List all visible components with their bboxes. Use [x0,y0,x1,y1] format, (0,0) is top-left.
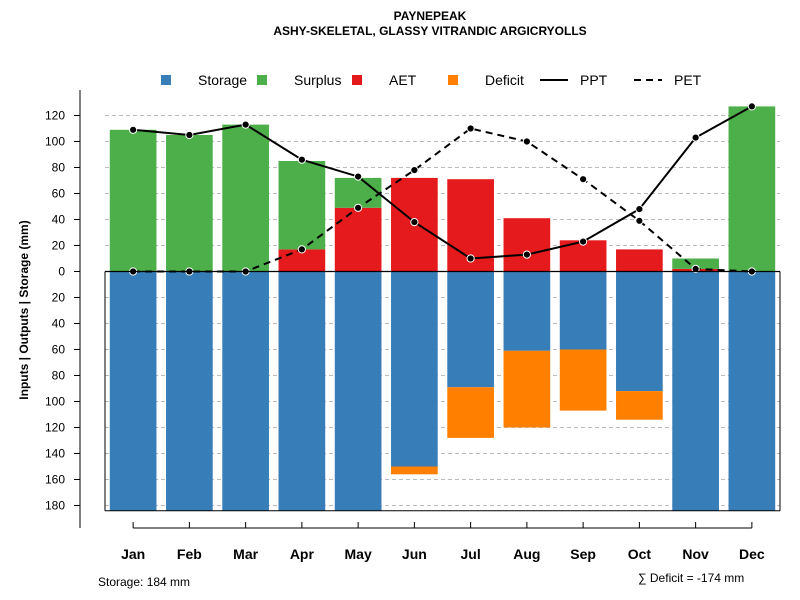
y-tick-label: 20 [52,291,66,305]
storage-bar [559,271,607,350]
ppt-point [185,130,194,140]
x-tick-label: May [345,546,372,562]
surplus-bar [109,129,157,272]
y-tick-label: 140 [45,447,65,461]
surplus-bar [278,161,326,250]
ppt-point [691,133,700,142]
legend: Storage Surplus AET Deficit PPT PET [161,72,702,88]
y-tick-label: 100 [45,135,65,149]
aet-bar [616,249,663,272]
y-tick-label: 60 [52,187,66,201]
y-tick-label: 80 [52,369,66,383]
storage-bar [447,271,494,388]
deficit-bar [503,350,551,428]
y-tick-label: 40 [52,213,66,227]
pet-point [354,203,363,212]
x-tick-label: Feb [177,546,202,562]
x-tick-label: Dec [739,546,765,562]
y-tick-label: 120 [45,421,65,435]
x-tick-label: Mar [233,546,258,562]
legend-swatch [448,75,458,85]
surplus-bar [672,258,719,269]
legend-swatch [352,75,362,85]
ppt-line [133,105,753,260]
x-tick-label: Oct [628,546,652,562]
ppt-point [522,250,531,259]
surplus-bar [334,177,382,208]
storage-bar [222,271,269,511]
x-tick-label: Jul [461,546,481,562]
legend-swatch [161,75,171,85]
legend-swatch [257,75,267,85]
ppt-point [466,254,475,263]
y-tick-label: 160 [45,473,65,487]
aet-bar [503,218,551,272]
y-tick-label: 80 [52,161,66,175]
y-tick-label: 40 [52,317,66,331]
x-tick-label: Nov [682,546,709,562]
legend-label: Storage [198,72,247,88]
storage-bar [616,271,663,392]
surplus-bar [166,135,213,272]
bars [109,106,776,511]
chart-subtitle: ASHY-SKELETAL, GLASSY VITRANDIC ARGICRYO… [273,24,586,38]
storage-note: Storage: 184 mm [98,575,190,589]
axes: 120 100 80 60 40 20 0 20 40 60 80 100 120 140 160 180 Ja… [45,90,781,562]
deficit-bar [391,466,438,475]
legend-label: AET [389,72,417,88]
deficit-bar [447,387,494,438]
x-tick-label: Sep [570,546,596,562]
y-axis-label: Inputs | Outputs | Storage (mm) [17,220,31,399]
gridlines [105,115,780,506]
storage-bar [109,271,157,511]
legend-label: Deficit [485,72,524,88]
y-tick-label: 100 [45,395,65,409]
legend-label: Surplus [294,72,341,88]
ppt-point [579,237,588,246]
deficit-bar [559,349,607,411]
legend-label: PPT [580,72,608,88]
ppt-point [297,155,306,164]
pet-line [133,127,752,273]
legend-label: PET [674,72,702,88]
ppt-point [635,205,644,214]
y-tick-label: 0 [58,265,65,279]
aet-bar [334,207,382,272]
ppt-point [241,120,250,129]
series-lines [129,102,756,276]
y-tick-label: 180 [45,499,65,513]
pet-point [297,245,306,254]
pet-point [635,216,644,225]
surplus-bar [728,106,776,272]
ppt-point [129,125,138,134]
chart-title: PAYNEPEAK [394,9,467,23]
storage-bar [391,271,438,467]
storage-bar [166,271,213,511]
storage-bar [728,271,776,511]
surplus-bar [222,124,269,272]
x-tick-label: Jun [402,546,427,562]
x-tick-label: Apr [290,546,315,562]
ppt-point [747,102,756,111]
storage-bar [334,271,382,511]
pet-point [691,264,700,273]
storage-bar [278,271,326,511]
x-tick-label: Aug [513,546,540,562]
ppt-point [410,218,419,227]
x-tick-label: Jan [121,546,145,562]
pet-point [579,175,588,184]
deficit-bar [616,391,663,420]
y-tick-label: 60 [52,343,66,357]
y-tick-label: 120 [45,109,65,123]
y-tick-label: 20 [52,239,66,253]
pet-point [410,166,419,175]
pet-point [466,124,475,133]
deficit-note: ∑ Deficit = -174 mm [638,571,744,585]
storage-bar [672,271,719,511]
pet-point [522,137,531,146]
ppt-point [354,172,363,181]
storage-bar [503,271,551,351]
